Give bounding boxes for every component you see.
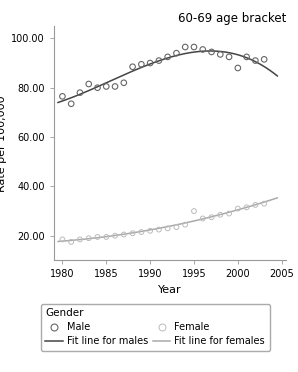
Point — [200, 215, 205, 221]
Point — [113, 83, 117, 89]
Point — [253, 58, 258, 64]
Point — [192, 208, 196, 214]
Point — [104, 83, 109, 89]
Point — [139, 229, 144, 235]
Point — [113, 233, 117, 239]
Point — [192, 44, 196, 50]
Point — [60, 237, 65, 243]
Point — [227, 211, 232, 217]
Text: 60-69 age bracket: 60-69 age bracket — [178, 12, 286, 25]
Point — [262, 57, 266, 62]
Point — [60, 93, 65, 99]
Y-axis label: Rate per 100,000: Rate per 100,000 — [0, 95, 7, 192]
Point — [227, 54, 232, 60]
Point — [183, 44, 188, 50]
Point — [209, 214, 214, 220]
Point — [139, 61, 144, 67]
Point — [174, 224, 179, 230]
Legend: Male, Fit line for males, Female, Fit line for females: Male, Fit line for males, Female, Fit li… — [41, 304, 270, 351]
X-axis label: Year: Year — [158, 285, 182, 295]
Point — [244, 204, 249, 210]
Point — [165, 225, 170, 231]
Point — [69, 101, 74, 107]
Point — [262, 201, 266, 206]
Point — [121, 80, 126, 86]
Point — [130, 64, 135, 70]
Point — [77, 90, 82, 96]
Point — [148, 228, 153, 234]
Point — [156, 227, 161, 232]
Point — [95, 234, 100, 240]
Point — [165, 54, 170, 60]
Point — [200, 46, 205, 52]
Point — [121, 231, 126, 237]
Point — [183, 222, 188, 228]
Point — [95, 85, 100, 91]
Point — [156, 58, 161, 64]
Point — [218, 212, 223, 218]
Point — [235, 206, 240, 212]
Point — [104, 234, 109, 240]
Point — [86, 81, 91, 87]
Point — [244, 54, 249, 60]
Point — [148, 60, 153, 66]
Point — [69, 239, 74, 245]
Point — [253, 202, 258, 208]
Point — [235, 65, 240, 71]
Point — [77, 237, 82, 243]
Point — [130, 230, 135, 236]
Point — [218, 51, 223, 57]
Point — [86, 235, 91, 241]
Point — [174, 50, 179, 56]
Point — [209, 49, 214, 55]
